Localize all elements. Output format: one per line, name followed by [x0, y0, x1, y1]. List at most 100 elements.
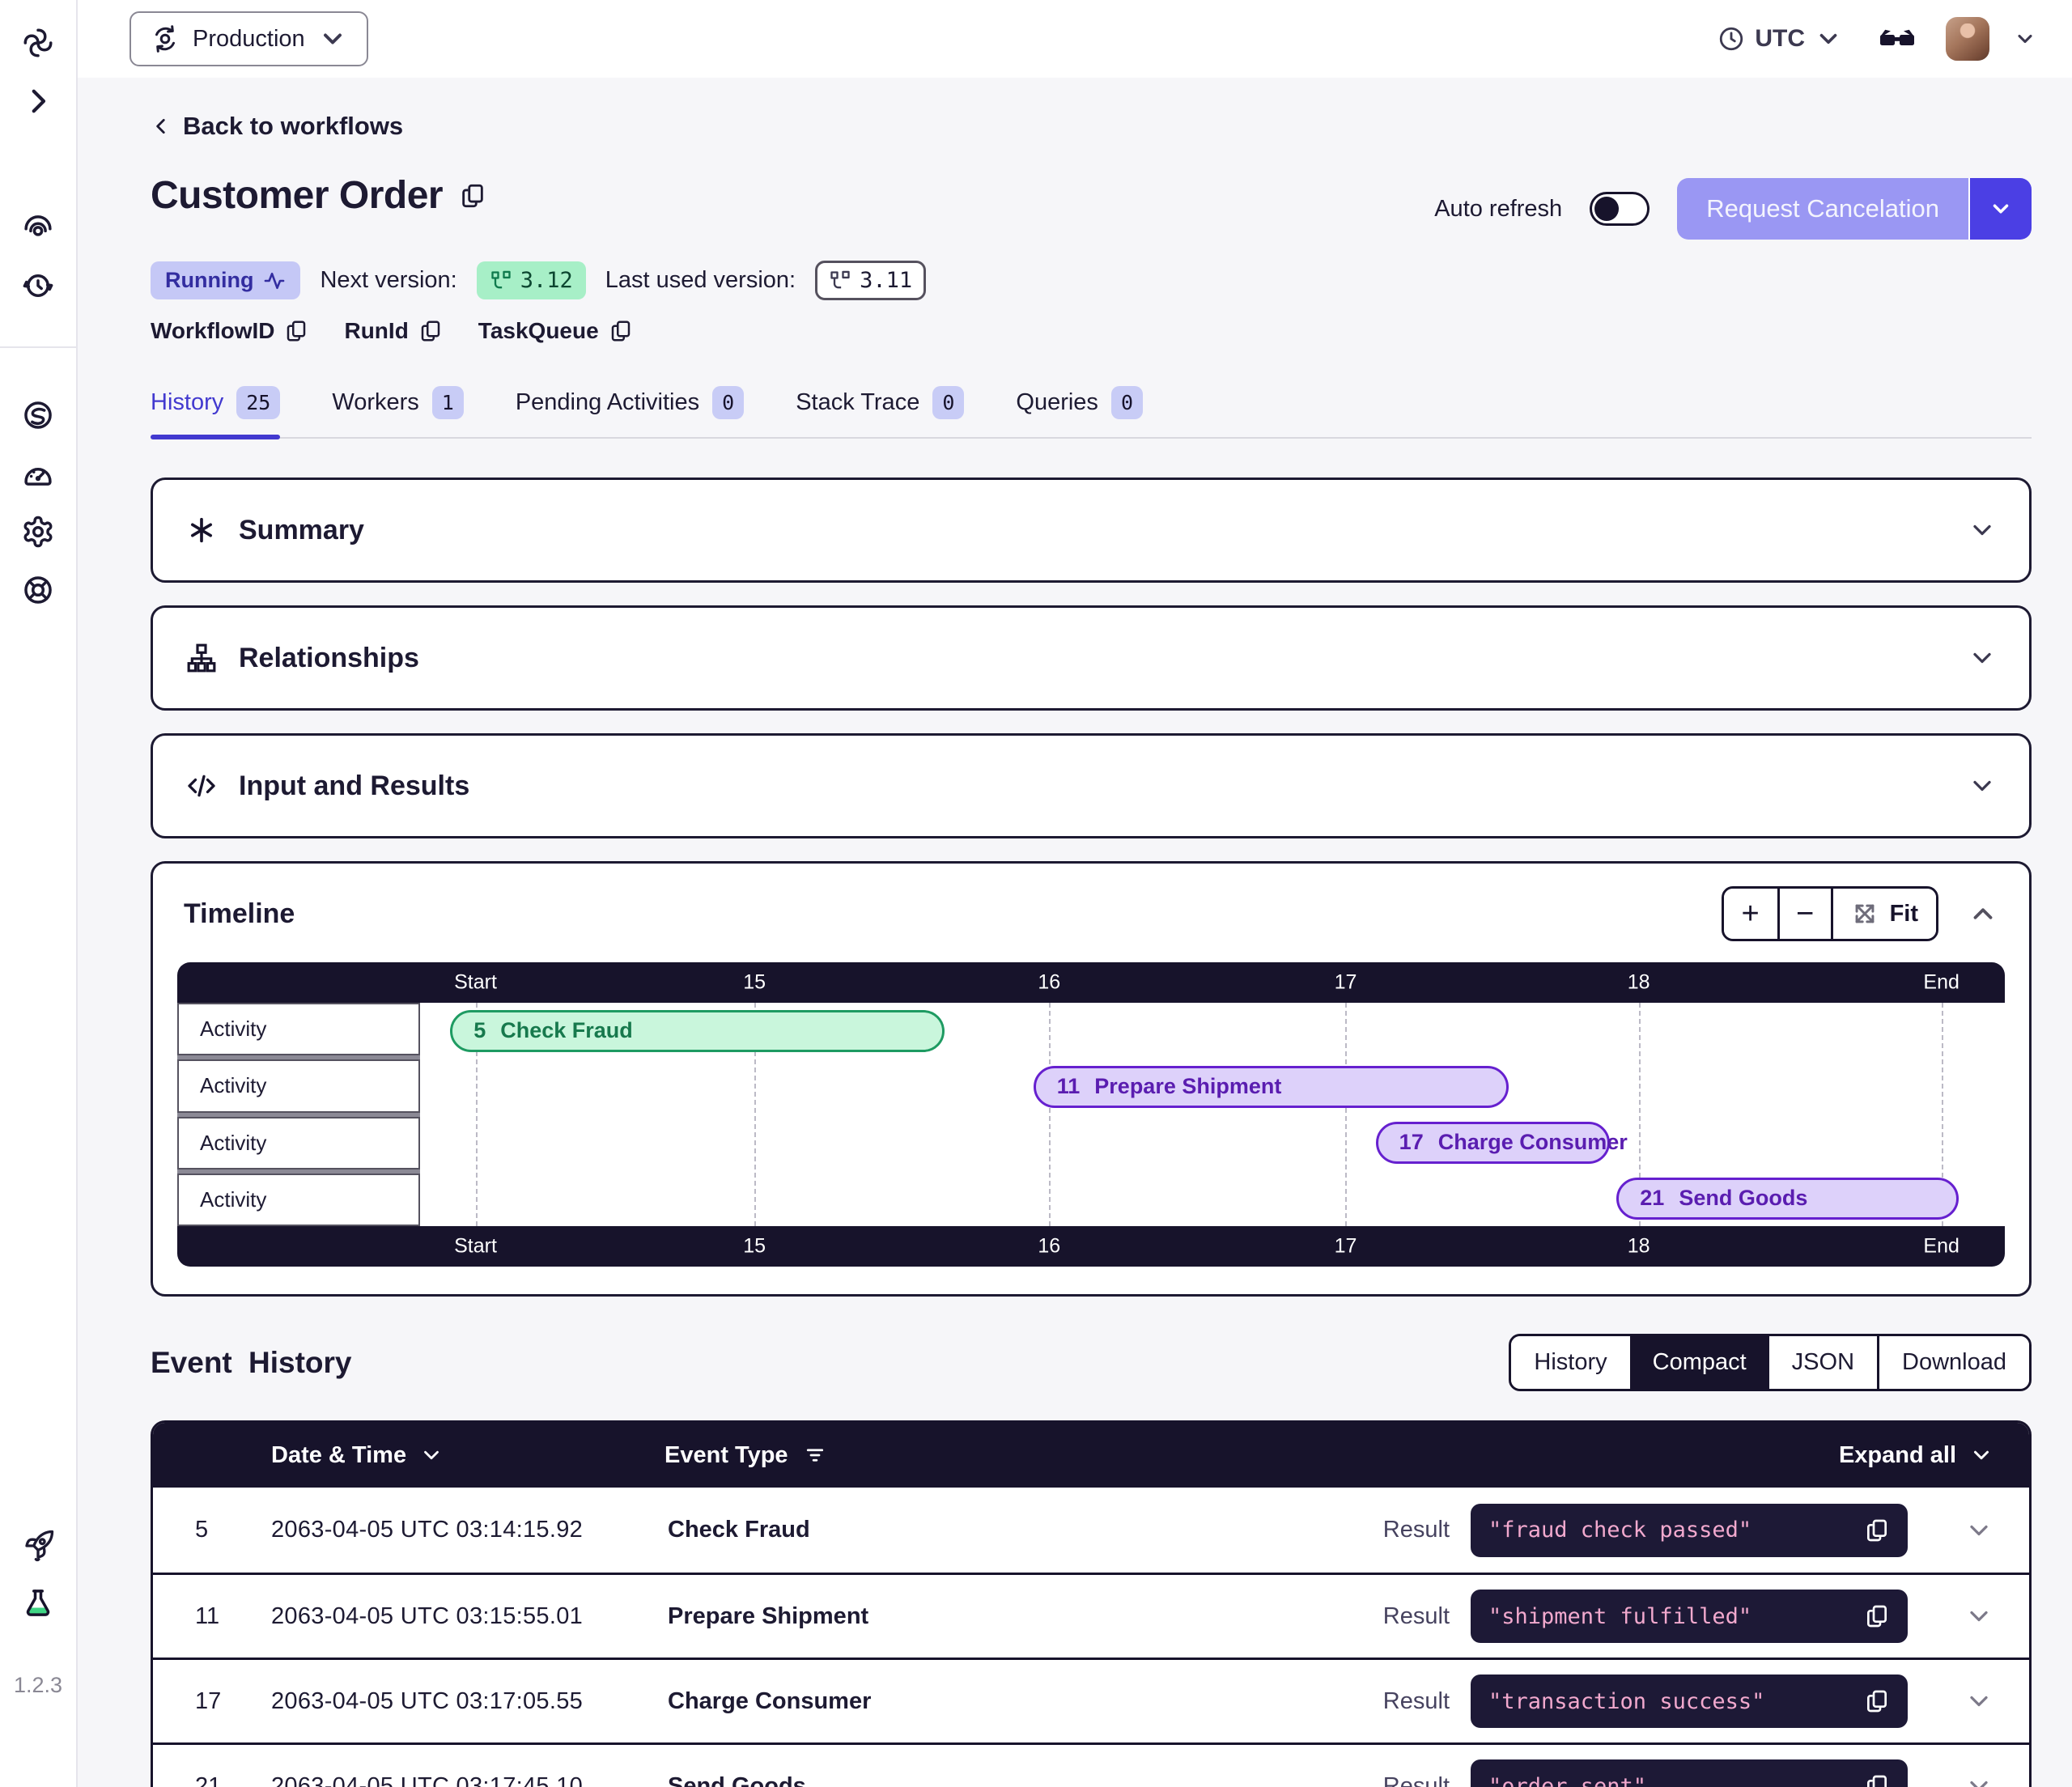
result-chip: "fraud check passed" [1471, 1503, 1908, 1557]
expand-all-button[interactable]: Expand all [1839, 1442, 1993, 1469]
fit-button[interactable]: Fit [1830, 889, 1936, 939]
tab-stack-trace[interactable]: Stack Trace 0 [796, 386, 965, 437]
axis-tick-15: 15 [743, 970, 766, 994]
auto-refresh-toggle[interactable] [1590, 192, 1650, 226]
copy-icon[interactable] [459, 182, 486, 210]
timeline-zoom-controls: + − Fit [1721, 886, 1938, 941]
result-chip: "order sent" [1471, 1759, 1908, 1787]
event-type: Charge Consumer [668, 1687, 872, 1714]
axis-tick-18: 18 [1627, 970, 1650, 994]
code-icon [188, 775, 215, 797]
axis-tick-start: Start [454, 970, 497, 994]
copy-icon[interactable] [1864, 1603, 1890, 1629]
cancelation-options-button[interactable] [1968, 178, 2032, 240]
git-branch-icon [491, 270, 511, 288]
timeline-bar-check-fraud[interactable]: 5 Check Fraud [450, 1009, 945, 1052]
copy-icon [421, 320, 440, 342]
grid-line [475, 1003, 478, 1226]
sidebar-divider [0, 346, 77, 348]
zoom-out-button[interactable]: − [1777, 889, 1831, 939]
tab-queries[interactable]: Queries 0 [1016, 386, 1143, 437]
grid-line [1049, 1003, 1051, 1226]
zoom-in-button[interactable]: + [1723, 889, 1777, 939]
labs-flask-icon[interactable] [19, 1585, 57, 1623]
event-type: Check Fraud [668, 1517, 810, 1543]
namespace-icon[interactable] [19, 397, 57, 434]
timezone-label: UTC [1755, 25, 1805, 52]
back-to-workflows-link[interactable]: Back to workflows [151, 112, 403, 141]
copy-icon[interactable] [1864, 1688, 1890, 1714]
axis-tick-17: 17 [1334, 970, 1357, 994]
chevron-left-icon [156, 119, 165, 134]
filter-icon[interactable] [803, 1443, 827, 1467]
chevron-down-icon[interactable] [1968, 643, 1997, 673]
event-row-5[interactable]: 5 2063-04-05 UTC 03:14:15.92 Check Fraud… [153, 1488, 2029, 1573]
whats-new-rocket-icon[interactable] [19, 1527, 57, 1564]
chevron-down-icon[interactable] [2014, 28, 2036, 50]
event-row-21[interactable]: 21 2063-04-05 UTC 03:17:45.10 Send Goods… [153, 1742, 2029, 1787]
chevron-down-icon [1974, 1450, 1989, 1460]
bar-event-id: 21 [1640, 1186, 1665, 1210]
summary-accordion[interactable]: Summary [151, 478, 2032, 583]
chevron-down-icon[interactable] [1964, 1687, 1993, 1716]
axis-tick-end: End [1923, 970, 1959, 994]
chevron-down-icon[interactable] [1968, 771, 1997, 800]
input-results-accordion[interactable]: Input and Results [151, 733, 2032, 838]
chevron-down-icon [1993, 204, 2009, 214]
timeline-bar-charge-consumer[interactable]: 17 Charge Consumer [1375, 1121, 1628, 1164]
chevron-down-icon[interactable] [1964, 1602, 1993, 1631]
bar-event-id: 5 [473, 1018, 486, 1042]
help-lifebuoy-icon[interactable] [19, 571, 57, 609]
bar-event-name: Check Fraud [500, 1018, 633, 1042]
workflows-icon[interactable] [19, 209, 57, 246]
column-event-type[interactable]: Event Type [664, 1442, 1839, 1469]
chevron-down-icon[interactable] [1964, 1516, 1993, 1545]
incognito-glasses-icon[interactable] [1878, 19, 1917, 58]
task-queue-copy[interactable]: TaskQueue [478, 318, 633, 344]
copy-icon[interactable] [1864, 1517, 1890, 1543]
result-label: Result [1382, 1687, 1450, 1714]
user-avatar[interactable] [1946, 17, 1989, 61]
tab-count-badge: 25 [236, 386, 281, 419]
relationships-accordion[interactable]: Relationships [151, 605, 2032, 711]
event-type: Prepare Shipment [668, 1602, 869, 1629]
timezone-selector[interactable]: UTC [1717, 25, 1842, 53]
chevron-down-icon[interactable] [1964, 1772, 1993, 1787]
workflow-id-copy[interactable]: WorkflowID [151, 318, 308, 344]
event-row-17[interactable]: 17 2063-04-05 UTC 03:17:05.55 Charge Con… [153, 1658, 2029, 1742]
schedules-icon[interactable] [19, 267, 57, 304]
chevron-down-icon [424, 1450, 439, 1460]
event-datetime: 2063-04-05 UTC 03:14:15.92 [271, 1517, 584, 1543]
chevron-down-icon[interactable] [1968, 516, 1997, 545]
chevron-down-icon [1819, 33, 1837, 45]
result-value: "fraud check passed" [1488, 1517, 1752, 1543]
sidebar-expand-icon[interactable] [19, 83, 57, 120]
event-history-title: Event History [151, 1345, 352, 1379]
view-button-json[interactable]: JSON [1768, 1336, 1878, 1389]
event-table-header: Date & Time Event Type Expand all [153, 1423, 2029, 1488]
page-title: Customer Order [151, 173, 486, 218]
timeline-bar-send-goods[interactable]: 21 Send Goods [1616, 1177, 1959, 1220]
tab-history[interactable]: History 25 [151, 386, 281, 439]
view-button-download[interactable]: Download [1877, 1336, 2029, 1389]
settings-gear-icon[interactable] [19, 513, 57, 550]
view-button-history[interactable]: History [1511, 1336, 1630, 1389]
event-row-11[interactable]: 11 2063-04-05 UTC 03:15:55.01 Prepare Sh… [153, 1573, 2029, 1658]
view-button-compact[interactable]: Compact [1629, 1336, 1769, 1389]
timeline-axis-top: Start 15 16 17 18 End [177, 962, 2005, 1003]
tab-count-badge: 1 [431, 386, 464, 419]
event-id: 11 [195, 1602, 220, 1629]
timeline-bar-prepare-shipment[interactable]: 11 Prepare Shipment [1033, 1065, 1509, 1108]
tab-workers[interactable]: Workers 1 [332, 386, 464, 437]
chevron-up-icon[interactable] [1968, 898, 1998, 929]
namespace-selector[interactable]: Production [130, 11, 368, 66]
git-branch-icon [830, 270, 850, 288]
usage-gauge-icon[interactable] [19, 455, 57, 492]
request-cancelation-button[interactable]: Request Cancelation [1677, 178, 1968, 240]
run-id-copy[interactable]: RunId [344, 318, 442, 344]
event-id: 5 [195, 1517, 209, 1543]
copy-icon[interactable] [1864, 1773, 1890, 1787]
tab-pending-activities[interactable]: Pending Activities 0 [516, 386, 745, 437]
column-date-time[interactable]: Date & Time [271, 1442, 664, 1469]
app-sidebar: 1.2.3 [0, 0, 78, 1787]
